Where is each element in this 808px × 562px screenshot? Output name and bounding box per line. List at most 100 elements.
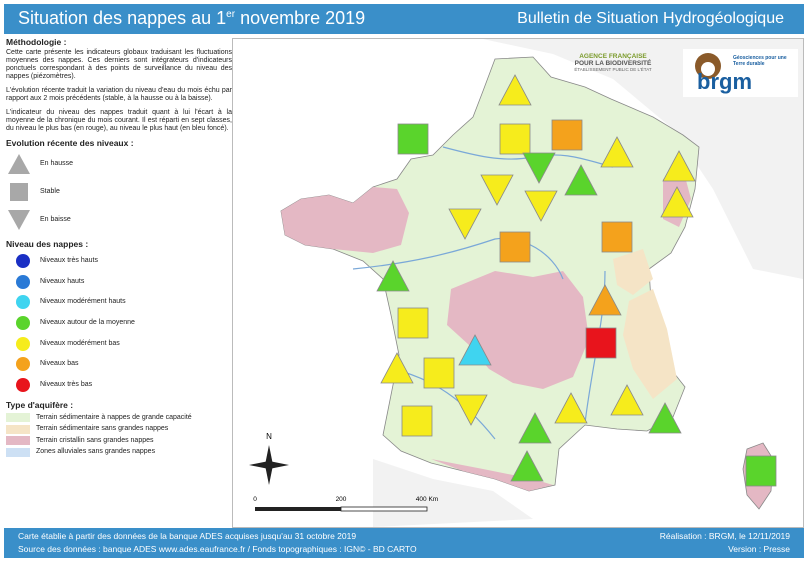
afb-line1: AGENCE FRANÇAISE [579,53,647,60]
rising-marker [376,260,410,292]
aquifer-swatch [6,436,30,446]
level-item: Niveaux modérément hauts [6,292,232,313]
aquifer-swatch [6,447,30,457]
pyrenees [431,459,553,491]
footer-right1: Réalisation : BRGM, le 12/11/2019 [659,531,790,541]
brgm-word: brgm [697,69,752,94]
rising-marker [662,150,696,182]
levels-legend: Niveaux très hauts Niveaux hauts Niveaux m… [6,251,232,395]
legend-panel: Méthodologie : Cette carte présente les … [6,38,232,528]
stable-marker [499,231,531,263]
river-loire [352,237,564,280]
stable-marker [401,405,433,437]
stable-marker [745,455,777,487]
methodology-p3: L'indicateur du niveau des nappes tradui… [6,109,232,132]
methodology-p2: L'évolution récente traduit la variation… [6,87,232,102]
bulletin-title: Bulletin de Situation Hydrogéologique [517,10,784,27]
methodology-heading: Méthodologie : [6,37,67,47]
stable-marker [499,123,531,155]
brgm-logo: Géosciences pour une Terre durable brgm [683,49,798,97]
trend-label: Stable [40,188,60,195]
stable-marker [601,221,633,253]
afb-line2: POUR LA BIODIVERSITÉ [574,60,652,67]
rising-marker [510,450,544,482]
stable-marker [397,307,429,339]
rising-marker [518,412,552,444]
footer-right2: Version : Presse [728,544,790,554]
rising-marker [458,334,492,366]
north-arrow: N [249,432,289,485]
france-map: N 0 200 400 Km [233,39,803,527]
aquifer-item: Terrain cristallin sans grandes nappes [6,435,232,447]
rising-marker [600,136,634,168]
trend-heading: Evolution récente des niveaux : [6,138,134,148]
aquifer-item: Terrain sédimentaire sans grandes nappes [6,424,232,436]
stable-marker [585,327,617,359]
aquifer-legend: Terrain sédimentaire à nappes de grande … [6,412,232,458]
title-main: Situation des nappes au 1 [18,8,227,28]
level-label: Niveaux très bas [40,380,93,388]
trend-item: Stable [6,178,232,206]
rising-marker [380,352,414,384]
brgm-emblem-icon [695,53,721,79]
falling-marker [454,394,488,426]
aquifer-label: Zones alluviales sans grandes nappes [36,448,156,456]
square-icon [10,183,28,201]
level-item: Niveaux hauts [6,272,232,293]
rising-marker [648,402,682,434]
level-label: Niveaux autour de la moyenne [40,319,135,327]
aquifer-heading: Type d'aquifère : [6,400,74,411]
trend-label: En baisse [40,216,71,223]
aquifer-item: Zones alluviales sans grandes nappes [6,447,232,459]
brgm-tagline: Géosciences pour une Terre durable [733,55,787,67]
title-end: novembre 2019 [235,8,366,28]
triangle-down-icon [8,210,30,230]
stable-marker [397,123,429,155]
title-sup: er [226,9,236,20]
scale-label-0: 0 [253,496,257,503]
trend-item: En baisse [6,206,232,234]
triangle-up-icon [8,154,30,174]
level-dot-icon [16,254,30,269]
brittany-crystalline [281,187,409,253]
aquifer-label: Terrain sédimentaire à nappes de grande … [36,413,192,421]
level-dot-icon [16,316,30,331]
level-dot-icon [16,336,30,351]
scale-label-200: 200 [336,496,347,503]
level-dot-icon [16,357,30,372]
scale-label-400: 400 Km [416,496,438,503]
methodology-p1: Cette carte présente les indicateurs glo… [6,49,232,80]
map-area: N 0 200 400 Km AGENCE FRANÇAISE POUR LA … [232,38,804,528]
levels-heading: Niveau des nappes : [6,239,89,249]
aquifer-item: Terrain sédimentaire à nappes de grande … [6,412,232,424]
level-label: Niveaux très hauts [40,257,98,265]
level-item: Niveaux très bas [6,375,232,396]
aquifer-swatch [6,424,30,434]
falling-marker [524,190,558,222]
rising-marker [610,384,644,416]
falling-marker [448,208,482,240]
rising-marker [588,284,622,316]
alps [623,289,677,399]
afb-line3: ÉTABLISSEMENT PUBLIC DE L'ÉTAT [574,67,652,72]
level-item: Niveaux autour de la moyenne [6,313,232,334]
level-dot-icon [16,295,30,310]
level-dot-icon [16,274,30,289]
stable-marker [423,357,455,389]
footer-bar: Carte établie à partir des données de la… [4,528,804,558]
aquifer-label: Terrain cristallin sans grandes nappes [36,436,154,444]
jura [613,249,653,295]
trend-item: En hausse [6,150,232,178]
stable-marker [551,119,583,151]
falling-marker [522,152,556,184]
afb-logo: AGENCE FRANÇAISE POUR LA BIODIVERSITÉ ÉT… [573,53,653,72]
level-item: Niveaux bas [6,354,232,375]
level-label: Niveaux bas [40,360,79,368]
header-bar: Situation des nappes au 1er novembre 201… [4,4,804,34]
falling-marker [480,174,514,206]
page-title: Situation des nappes au 1er novembre 201… [18,8,365,29]
aquifer-label: Terrain sédimentaire sans grandes nappes [36,425,169,433]
neighbour-countries [483,39,803,279]
level-dot-icon [16,377,30,392]
